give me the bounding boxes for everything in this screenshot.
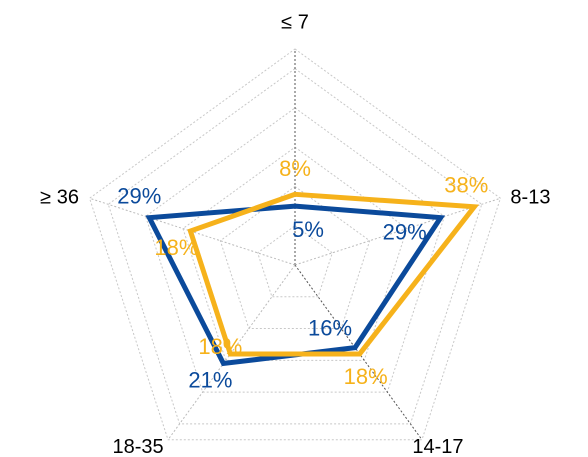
grid-ring: [257, 225, 333, 298]
series-line: [187, 191, 480, 357]
data-label: 5%: [292, 217, 324, 242]
grid-ring: [219, 185, 371, 330]
category-label: 14-17: [412, 436, 463, 457]
category-label: 8-13: [510, 187, 550, 209]
data-label: 18%: [344, 364, 388, 389]
data-label: 29%: [117, 183, 161, 208]
grid-ring: [107, 68, 483, 425]
data-label: 29%: [383, 219, 427, 244]
category-label: ≥ 36: [40, 187, 79, 209]
category-label: 18-35: [112, 436, 163, 457]
spoke: [294, 197, 501, 266]
grid-ring: [145, 107, 445, 393]
data-label: 18%: [154, 235, 198, 260]
data-label: 38%: [444, 173, 488, 198]
data-label: 16%: [308, 315, 352, 340]
data-label: 18%: [198, 334, 242, 359]
data-label: 8%: [279, 156, 311, 181]
category-label: ≤ 7: [281, 11, 309, 33]
data-label: 21%: [188, 367, 232, 392]
